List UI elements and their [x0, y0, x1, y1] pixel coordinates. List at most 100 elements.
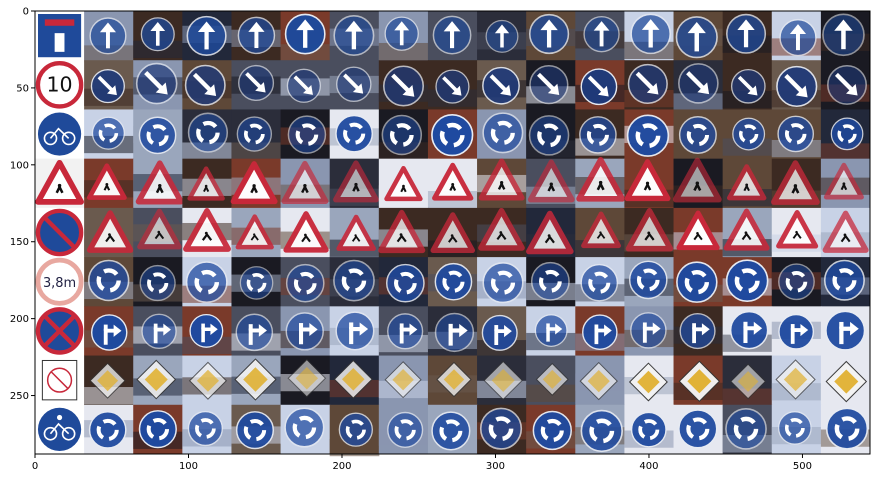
- grid-cell-r3-c3: [182, 158, 232, 209]
- grid-cell-r5-c11: [575, 257, 625, 307]
- grid-cell-r4-c0: [35, 207, 85, 258]
- y-tick-label-1: 50: [16, 83, 29, 94]
- grid-cell-r0-c7: [378, 11, 429, 61]
- grid-cell-r1-c6: [329, 60, 380, 110]
- grid-cell-r5-c5: [280, 257, 331, 307]
- grid-cell-r0-c1: [84, 11, 134, 63]
- grid-cell-r4-c13: [673, 207, 724, 258]
- grid-cell-r6-c5: [280, 306, 331, 357]
- grid-cell-r3-c1: [84, 158, 134, 209]
- grid-cell-r6-c11: [575, 306, 625, 357]
- grid-cell-r5-c10: [526, 257, 576, 307]
- grid-cell-r1-c1: [84, 60, 134, 110]
- x-axis-ticks: 0 100 200 300 400 500: [32, 454, 812, 472]
- grid-cell-r8-c14: [722, 404, 773, 455]
- grid-cell-r4-c11: [575, 207, 625, 258]
- grid-cell-r3-c15: [771, 158, 822, 209]
- grid-cell-r2-c1: [84, 109, 134, 160]
- grid-cell-r6-c10: [526, 306, 576, 357]
- grid-cell-r7-c3: [182, 355, 232, 406]
- grid-cell-r3-c6: [329, 158, 380, 209]
- grid-cell-r2-c2: [133, 109, 183, 160]
- grid-cell-r5-c12: [624, 257, 675, 307]
- grid-cell-r1-c10: [526, 60, 576, 110]
- grid-cell-r5-c3: [182, 257, 232, 307]
- grid-cell-r0-c9: [477, 11, 527, 61]
- grid-cell-r7-c4: [231, 355, 282, 406]
- y-tick-label-0: 0: [23, 7, 29, 18]
- grid-cell-r6-c3: [182, 306, 232, 357]
- grid-cell-r0-c12: [624, 11, 675, 61]
- grid-cell-r7-c11: [575, 355, 625, 406]
- grid-cell-r4-c2: [133, 207, 183, 258]
- grid-cell-r4-c1: [84, 207, 134, 258]
- grid-cell-r6-c1: [84, 306, 134, 357]
- grid-cell-r2-c12: [624, 109, 675, 160]
- grid-cell-r1-c11: [575, 60, 625, 110]
- grid-cell-r8-c3: [182, 404, 232, 455]
- grid-cell-r0-c8: [427, 11, 478, 61]
- grid-cell-r1-c5: [280, 60, 331, 110]
- grid-cell-r5-c8: [427, 257, 478, 307]
- grid-cell-r1-c2: [133, 60, 183, 110]
- grid-cell-r7-c5: [280, 355, 331, 406]
- speed-limit-label: 10: [47, 73, 73, 97]
- grid-cell-r7-c16: [820, 355, 871, 407]
- grid-cell-r5-c15: [771, 257, 822, 307]
- grid-cell-r8-c16: [820, 404, 871, 455]
- grid-cell-r4-c3: [182, 207, 232, 258]
- grid-cell-r7-c15: [771, 355, 822, 406]
- y-tick-label-4: 200: [10, 314, 29, 325]
- grid-cell-r3-c9: [477, 158, 527, 209]
- grid-cell-r7-c0: [35, 355, 85, 405]
- x-tick-label-3: 300: [486, 461, 505, 472]
- grid-cell-r6-c2: [133, 306, 183, 357]
- grid-cell-r3-c14: [722, 158, 773, 209]
- grid-cell-r4-c12: [624, 207, 675, 258]
- grid-cell-r6-c13: [673, 306, 724, 357]
- grid-cell-r8-c0: [35, 404, 85, 454]
- grid-cell-r5-c9: [477, 257, 527, 307]
- grid-cell-r8-c8: [427, 404, 478, 455]
- grid-cell-r2-c10: [526, 109, 576, 160]
- grid-cell-r1-c8: [427, 60, 478, 110]
- grid-cell-r1-c0: 10: [35, 60, 85, 110]
- grid-cell-r3-c16: [820, 158, 871, 209]
- grid-cell-r1-c4: [231, 60, 282, 110]
- grid-cell-r2-c11: [575, 109, 625, 160]
- grid-cell-r8-c5: [280, 404, 331, 455]
- y-tick-label-5: 250: [10, 391, 29, 402]
- axes-frame: [34, 10, 871, 455]
- grid-cell-r2-c15: [771, 109, 822, 160]
- y-axis-ticks: 0 50 100 150 200 250: [10, 7, 35, 402]
- grid-cell-r8-c12: [624, 404, 675, 455]
- grid-cell-r2-c6: [329, 109, 380, 160]
- grid-cell-r5-c13: [673, 257, 724, 307]
- grid-cell-r4-c16: [820, 207, 871, 258]
- grid-cell-r3-c0: [35, 158, 85, 208]
- x-tick-label-5: 500: [793, 461, 812, 472]
- grid-cell-r5-c4: [231, 257, 282, 307]
- grid-cell-r1-c15: [771, 60, 822, 110]
- grid-cell-r5-c16: [820, 257, 871, 307]
- grid-cell-r0-c4: [231, 11, 282, 61]
- grid-cell-r0-c6: [329, 11, 380, 61]
- grid-cell-r7-c9: [477, 355, 527, 406]
- grid-cell-r6-c16: [820, 306, 871, 357]
- grid-cell-r4-c10: [526, 207, 576, 258]
- grid-cell-r1-c7: [378, 60, 429, 110]
- grid-cell-r4-c5: [280, 207, 331, 258]
- grid-cell-r2-c4: [231, 109, 282, 160]
- grid-cell-r0-c15: [771, 11, 822, 61]
- grid-cell-r0-c0: [36, 12, 84, 60]
- x-tick-label-4: 400: [639, 461, 658, 472]
- grid-cell-r2-c5: [280, 109, 331, 160]
- grid-cell-r4-c9: [477, 207, 527, 258]
- grid-cell-r7-c2: [133, 355, 183, 406]
- grid-cell-r0-c3: [182, 11, 232, 61]
- grid-cell-r0-c5: [280, 11, 331, 62]
- x-tick-label-0: 0: [32, 461, 38, 472]
- grid-cell-r6-c6: [329, 306, 380, 357]
- grid-cell-r6-c4: [231, 306, 282, 357]
